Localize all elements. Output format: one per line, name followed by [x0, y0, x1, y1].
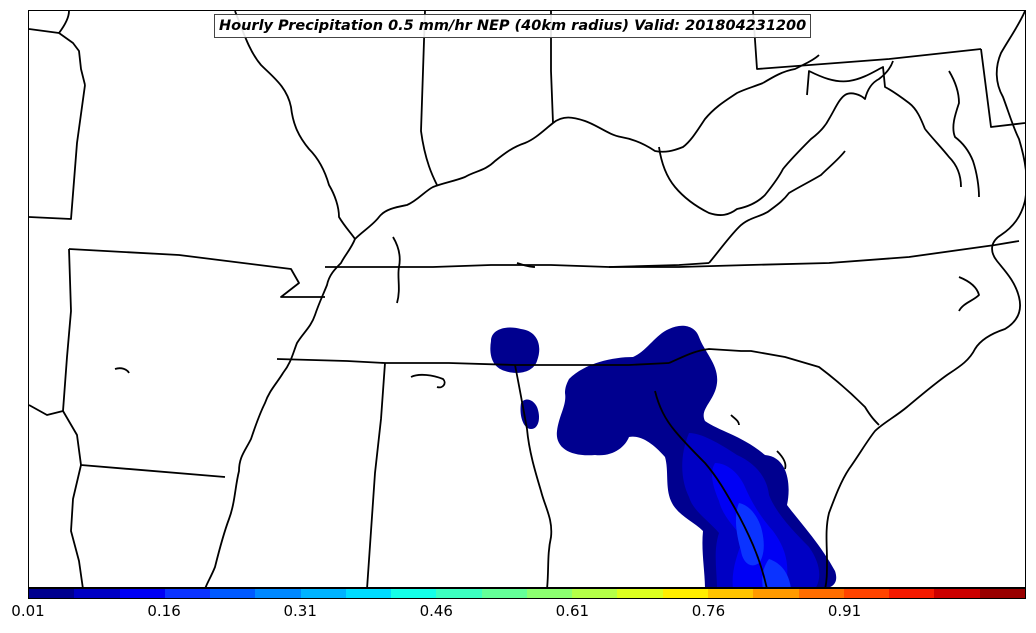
- colorbar-swatch: [843, 589, 890, 598]
- va-nc-border: [609, 240, 1020, 268]
- colorbar-tick-label: 0.76: [691, 602, 726, 620]
- colorbar-swatch: [753, 589, 799, 598]
- precip-core-peak: [735, 503, 764, 566]
- mo-ks-border: [29, 84, 86, 220]
- mo-ia-border: [58, 11, 70, 34]
- de-border: [980, 48, 1025, 128]
- kentucky-lake: [516, 262, 536, 268]
- ar-mo-border: [68, 248, 325, 298]
- pa-md-border: [752, 11, 982, 70]
- colorbar: [28, 588, 1026, 599]
- colorbar-swatch: [572, 589, 618, 598]
- il-west-border: [234, 11, 356, 240]
- colorbar-swatch: [74, 589, 120, 598]
- colorbar-swatch: [617, 589, 663, 598]
- tn-south-border: [276, 358, 670, 366]
- ky-va-border: [708, 150, 846, 264]
- chesapeake-bay: [948, 70, 980, 198]
- nc-sounds: [958, 276, 980, 312]
- colorbar-swatch: [889, 589, 935, 598]
- ky-tn-border: [325, 262, 710, 268]
- colorbar-swatch: [300, 589, 346, 598]
- colorbar-swatch: [662, 589, 708, 598]
- va-md-border: [924, 128, 962, 188]
- colorbar-swatch: [979, 589, 1025, 598]
- tn-lake: [392, 236, 401, 304]
- colorbar-tick-label: 0.91: [827, 602, 862, 620]
- nc-lake-norman: [730, 414, 740, 426]
- colorbar-swatch: [526, 589, 573, 598]
- al-lake: [410, 373, 446, 389]
- oh-wv-border: [762, 54, 820, 84]
- al-ga-border: [514, 364, 553, 587]
- precip-core-peak-south: [762, 559, 791, 587]
- precip-blob-north: [490, 327, 540, 373]
- colorbar-swatch: [707, 589, 754, 598]
- ar-la-border: [62, 410, 226, 478]
- colorbar-swatch: [164, 589, 211, 598]
- colorbar-swatch: [210, 589, 256, 598]
- il-in-border: [420, 11, 438, 186]
- map-canvas: [29, 11, 1025, 587]
- la-west-border: [70, 464, 84, 587]
- colorbar-swatch: [481, 589, 527, 598]
- colorbar-swatch: [345, 589, 392, 598]
- colorbar-swatch: [391, 589, 437, 598]
- colorbar-swatch: [436, 589, 482, 598]
- ks-ne-border: [29, 28, 86, 86]
- precip-field: [490, 325, 837, 587]
- wv-va-border: [658, 60, 894, 216]
- ms-lake: [114, 367, 130, 374]
- atlantic-coast: [824, 11, 1025, 587]
- mississippi-river-border: [204, 238, 356, 587]
- map-title: Hourly Precipitation 0.5 mm/hr NEP (40km…: [214, 14, 812, 38]
- colorbar-tick-label: 0.31: [283, 602, 317, 620]
- colorbar-tick-label: 0.46: [419, 602, 453, 620]
- map-panel: [28, 10, 1026, 588]
- colorbar-tick-label: 0.01: [11, 602, 45, 620]
- colorbar-swatch: [798, 589, 844, 598]
- colorbar-swatch: [934, 589, 980, 598]
- ohio-river-border: [354, 82, 764, 240]
- state-boundaries: [29, 11, 1025, 587]
- wv-md-border: [806, 66, 926, 130]
- sc-ga-border: [654, 390, 768, 587]
- ok-tx-border: [29, 404, 64, 416]
- colorbar-swatch: [255, 589, 301, 598]
- colorbar-tick-label: 0.16: [147, 602, 181, 620]
- colorbar-swatch: [29, 589, 75, 598]
- colorbar-swatch: [119, 589, 165, 598]
- ar-west-border: [62, 248, 72, 412]
- al-ms-border: [366, 362, 386, 587]
- nc-sc-border: [668, 348, 880, 426]
- sc-lake-marion: [776, 450, 787, 470]
- colorbar-tick-labels: 0.01 0.16 0.31 0.46 0.61 0.76 0.91: [0, 600, 1036, 630]
- colorbar-tick-label: 0.61: [555, 602, 590, 620]
